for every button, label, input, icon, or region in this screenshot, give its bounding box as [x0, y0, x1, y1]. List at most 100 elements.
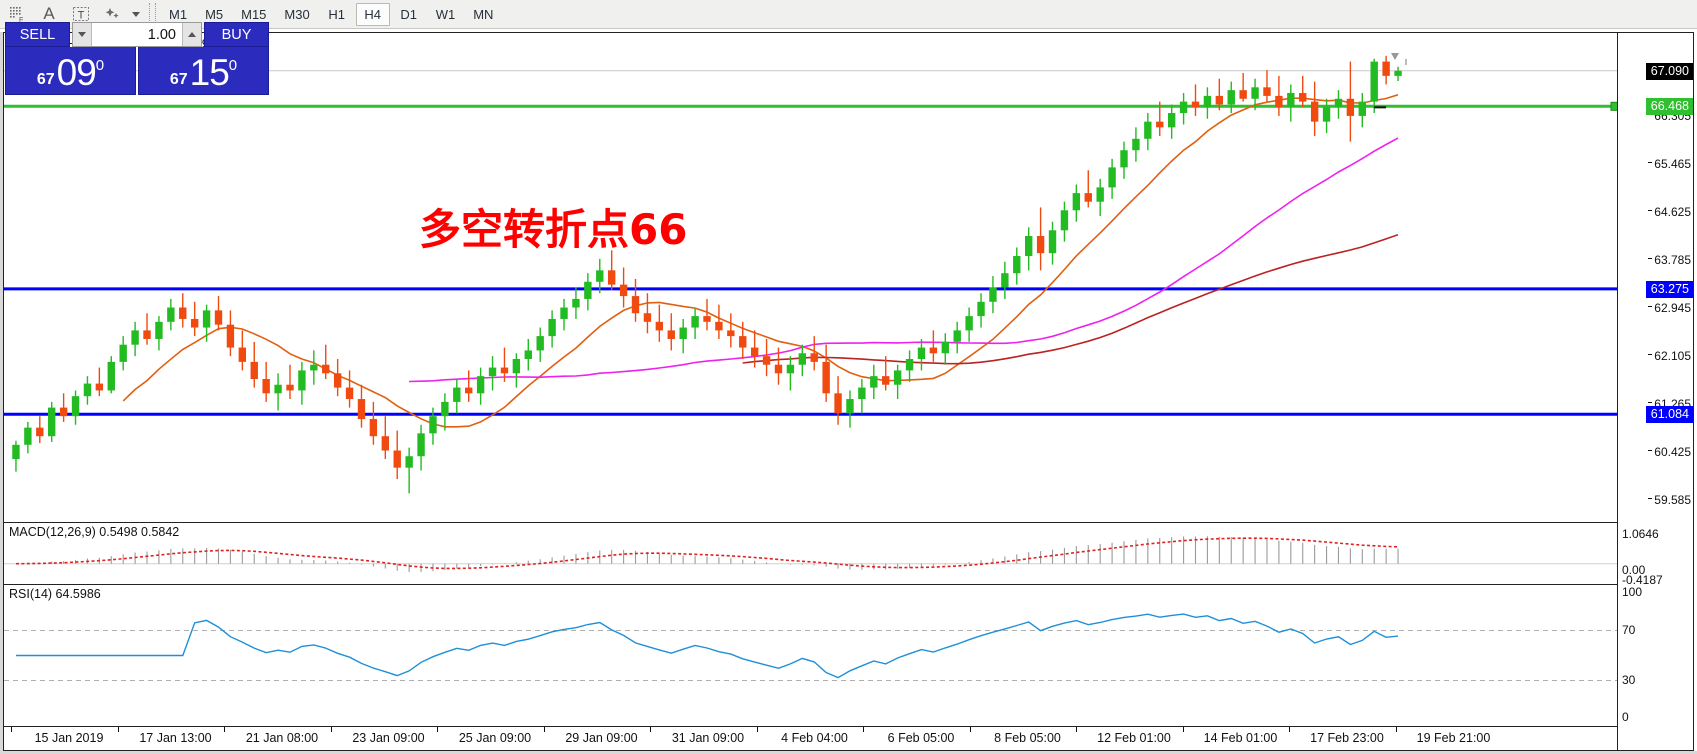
- macd-pane[interactable]: MACD(12,26,9) 0.5498 0.5842: [4, 522, 1617, 584]
- sell-price-fraction: 0: [95, 57, 105, 74]
- time-tick-mark: [650, 727, 651, 732]
- price-tick: 59.585: [1648, 494, 1691, 506]
- bottom-scroll-gutter[interactable]: [0, 751, 1697, 754]
- price-axis[interactable]: 66.305 65.465 64.625 63.785 62.945 62.105 61.2…: [1617, 33, 1693, 750]
- time-tick: 8 Feb 05:00: [994, 731, 1061, 745]
- price-tick-dash: [1648, 449, 1653, 451]
- price-tick: 63.785: [1648, 254, 1691, 266]
- chart-annotation: 多空转折点66: [419, 205, 688, 254]
- price-tick-dash: [1648, 161, 1653, 163]
- timeframe-mn[interactable]: MN: [473, 6, 494, 22]
- time-tick-mark: [1076, 727, 1077, 732]
- timeframe-h1[interactable]: H1: [328, 6, 346, 22]
- time-tick-mark: [863, 727, 864, 732]
- price-tag-blue: 63.275: [1645, 280, 1693, 298]
- time-tick-mark: [543, 727, 545, 732]
- time-tick: 23 Jan 09:00: [352, 731, 425, 745]
- time-tick: 19 Feb 21:00: [1416, 731, 1491, 745]
- volume-value[interactable]: 1.00: [92, 23, 182, 46]
- time-tick: 25 Jan 09:00: [458, 731, 532, 745]
- svg-text:F: F: [19, 17, 23, 23]
- sell-price-pips: 09: [56, 52, 97, 93]
- crosshair-f-icon[interactable]: F: [2, 1, 32, 27]
- price-tick: 65.465: [1648, 158, 1691, 170]
- volume-decrease-icon[interactable]: [73, 23, 92, 46]
- left-scroll-gutter[interactable]: [0, 32, 3, 751]
- volume-stepper[interactable]: 1.00: [72, 22, 202, 47]
- rsi-axis-tick: 100: [1622, 585, 1643, 599]
- time-tick: 29 Jan 09:00: [565, 731, 638, 745]
- price-tag-blue: 61.084: [1645, 406, 1693, 424]
- time-tick: 21 Jan 08:00: [245, 731, 319, 745]
- price-tick: 62.945: [1648, 302, 1691, 314]
- rsi-axis-tick: 0: [1622, 710, 1629, 724]
- chart-frame: UKOil-,H4 66.990 67.160 66.910 67.090 多空…: [3, 32, 1694, 751]
- buy-price-pips: 15: [189, 52, 230, 93]
- macd-axis-tick: -0.4187: [1622, 573, 1663, 587]
- timeframe-w1[interactable]: W1: [435, 6, 456, 22]
- price-tick-dash: [1648, 257, 1653, 259]
- sell-price-box[interactable]: 67 09 0: [5, 47, 136, 95]
- timeframe-m1[interactable]: M1: [169, 6, 188, 22]
- price-tick-dash: [1648, 305, 1653, 307]
- sell-button[interactable]: SELL: [5, 22, 70, 47]
- price-tick-dash: [1648, 353, 1653, 355]
- macd-label: MACD(12,26,9) 0.5498 0.5842: [9, 525, 180, 539]
- time-tick-mark: [1395, 727, 1397, 732]
- time-tick: 15 Jan 2019: [34, 731, 104, 745]
- sell-price-big-figure: 67: [36, 71, 55, 88]
- price-tag-green: 66.468: [1645, 98, 1693, 116]
- timeframe-m5[interactable]: M5: [205, 6, 224, 22]
- buy-price-fraction: 0: [228, 57, 238, 74]
- time-tick-mark: [1289, 727, 1290, 732]
- svg-text:T: T: [78, 10, 85, 22]
- timeframe-m30[interactable]: M30: [284, 6, 310, 22]
- time-tick: 17 Feb 23:00: [1310, 731, 1384, 745]
- price-tick: 62.105: [1648, 350, 1691, 362]
- rsi-axis-tick: 30: [1622, 672, 1636, 687]
- trade-prices-row: 67 09 0 67 15 0: [5, 47, 269, 95]
- timeframe-h4[interactable]: H4: [355, 2, 390, 26]
- timeframe-d1[interactable]: D1: [400, 6, 418, 22]
- macd-axis-tick: 0.00: [1622, 563, 1646, 577]
- rsi-label: RSI(14) 64.5986: [9, 587, 101, 601]
- one-click-trading-panel: SELL 1.00 BUY 67 09 0 67 15 0: [5, 22, 269, 95]
- time-tick: 17 Jan 13:00: [139, 731, 212, 745]
- time-tick: 12 Feb 01:00: [1097, 731, 1171, 745]
- text-box-icon[interactable]: T: [66, 1, 96, 27]
- time-tick: 31 Jan 09:00: [671, 731, 745, 745]
- price-tick: 64.625: [1648, 206, 1691, 218]
- timeframe-group: M1 M5 M15 M30 H1 H4 D1 W1 MN: [161, 2, 503, 26]
- price-tick: 60.425: [1648, 446, 1691, 458]
- buy-button[interactable]: BUY: [204, 22, 269, 47]
- text-label-icon[interactable]: A: [43, 4, 55, 23]
- trade-controls-row: SELL 1.00 BUY: [5, 22, 269, 47]
- buy-price-box[interactable]: 67 15 0: [138, 47, 269, 95]
- time-axis[interactable]: 15 Jan 2019 17 Jan 13:00 21 Jan 08:00 23 Ja…: [4, 726, 1617, 750]
- price-tick-dash: [1648, 209, 1653, 211]
- main-toolbar: F A T M1 M5 M15 M30 H1 H4 D1 W1 MN: [0, 0, 1697, 29]
- price-pane[interactable]: 多空转折点66: [4, 53, 1617, 522]
- objects-sparkle-icon[interactable]: [98, 1, 128, 27]
- time-tick: 6 Feb 05:00: [887, 731, 955, 745]
- time-tick-mark: [11, 727, 12, 732]
- volume-increase-icon[interactable]: [182, 23, 201, 46]
- price-plot: [4, 53, 1617, 494]
- time-tick: 4 Feb 04:00: [781, 731, 848, 745]
- rsi-plot: [4, 613, 1617, 681]
- time-tick: 14 Feb 01:00: [1203, 731, 1278, 745]
- time-tick-mark: [330, 727, 332, 732]
- buy-price-big-figure: 67: [169, 71, 188, 88]
- time-tick-mark: [117, 727, 119, 732]
- toolbar-separator: [149, 3, 156, 25]
- macd-axis-tick: 1.0646: [1622, 527, 1659, 541]
- time-tick-mark: [224, 727, 225, 732]
- price-tick-dash: [1648, 497, 1653, 499]
- objects-dropdown-caret-icon[interactable]: [128, 1, 144, 27]
- rsi-pane[interactable]: RSI(14) 64.5986: [4, 584, 1617, 727]
- price-tick-dash: [1648, 401, 1653, 403]
- time-tick-mark: [437, 727, 438, 732]
- rsi-axis-tick: 70: [1622, 622, 1636, 637]
- timeframe-m15[interactable]: M15: [241, 6, 267, 22]
